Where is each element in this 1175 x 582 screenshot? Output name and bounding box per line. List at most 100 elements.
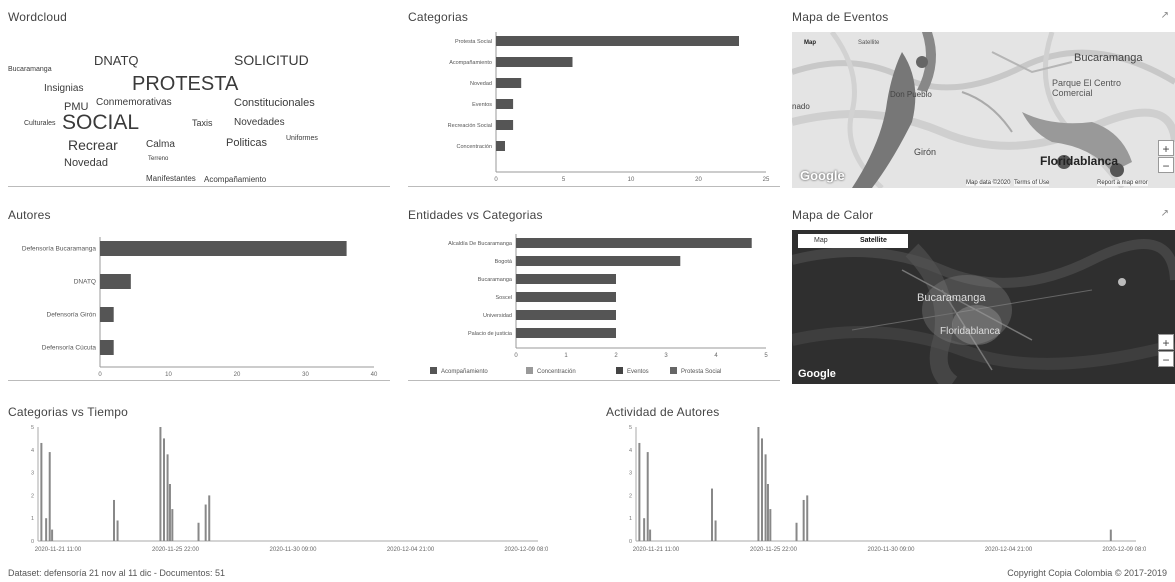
wordcloud-word[interactable]: Manifestantes — [146, 174, 196, 183]
satellite-type-button[interactable]: Satellite — [860, 237, 887, 244]
zoom-out-button[interactable]: − — [1158, 157, 1174, 173]
events-map[interactable]: Map Satellite Bucaramanga Parque El Cent… — [792, 32, 1175, 188]
wordcloud-word[interactable]: Constitucionales — [234, 97, 315, 109]
actividad-autores-chart: 0 1 2 3 4 5 2020-11-21 11:00 2020-11-25 22:00 20… — [629, 425, 1146, 553]
expand-icon[interactable]: ↗ — [1160, 208, 1169, 219]
divider — [408, 380, 780, 381]
time-bar[interactable] — [204, 504, 207, 541]
bar[interactable] — [516, 256, 681, 266]
bar[interactable] — [100, 340, 114, 355]
bar[interactable] — [100, 307, 114, 322]
terms-link[interactable]: Terms of Use — [1014, 180, 1050, 186]
bar[interactable] — [496, 36, 739, 46]
wordcloud-word[interactable]: Culturales — [24, 120, 56, 127]
wordcloud-word[interactable]: PROTESTA — [132, 73, 239, 95]
expand-icon[interactable]: ↗ — [1160, 10, 1169, 21]
time-bar[interactable] — [40, 442, 43, 541]
zoom-in-button[interactable]: + — [1158, 334, 1174, 350]
x-tick-label: 2020-12-04 21:00 — [387, 547, 435, 553]
wordcloud-word[interactable]: Calma — [146, 139, 175, 150]
time-bar[interactable] — [649, 529, 652, 541]
time-bar[interactable] — [48, 452, 51, 541]
x-tick-label: 5 — [764, 353, 768, 359]
time-bar[interactable] — [166, 454, 169, 541]
report-error-link[interactable]: Report a map error — [1097, 180, 1148, 186]
time-bar[interactable] — [711, 488, 713, 541]
time-bar[interactable] — [638, 442, 641, 541]
time-bar[interactable] — [714, 520, 717, 541]
bar[interactable] — [516, 310, 616, 320]
bar[interactable] — [516, 238, 752, 248]
bar[interactable] — [516, 274, 616, 284]
x-tick-label: 20 — [234, 372, 241, 378]
satellite-type-button[interactable]: Satellite — [858, 40, 880, 46]
wordcloud-word[interactable]: Novedad — [64, 157, 109, 169]
wordcloud-word[interactable]: Acompañamiento — [204, 175, 267, 184]
time-bar[interactable] — [113, 499, 115, 541]
categorias-tiempo-title: Categorias vs Tiempo — [8, 405, 129, 419]
legend-swatch — [616, 367, 623, 374]
zoom-out-button[interactable]: − — [1158, 351, 1174, 367]
bar[interactable] — [100, 274, 131, 289]
time-bar[interactable] — [116, 520, 119, 541]
time-bar[interactable] — [51, 529, 54, 541]
time-bar[interactable] — [646, 452, 649, 541]
time-bar[interactable] — [45, 518, 48, 541]
autores-chart: Defensoría Bucaramanga DNATQ Defensoría Gi… — [22, 237, 378, 378]
time-bar[interactable] — [168, 484, 171, 541]
time-bar[interactable] — [1109, 529, 1112, 541]
time-bar[interactable] — [806, 495, 809, 541]
time-bar[interactable] — [766, 484, 769, 541]
mapa-eventos-panel: Mapa de Eventos ↗ Map Satellite Bucarama… — [792, 10, 1175, 188]
time-bar[interactable] — [197, 522, 200, 541]
map-type-button[interactable]: Map — [814, 237, 828, 244]
wordcloud-word[interactable]: Novedades — [234, 117, 285, 128]
time-bar[interactable] — [171, 509, 174, 541]
wordcloud-word[interactable]: DNATQ — [94, 53, 139, 68]
time-bar[interactable] — [163, 438, 165, 541]
map-type-button[interactable]: Map — [804, 40, 816, 46]
divider — [8, 186, 390, 187]
time-bar[interactable] — [761, 438, 763, 541]
bar[interactable] — [496, 78, 522, 88]
category-label: Novedad — [470, 81, 492, 87]
wordcloud-word[interactable]: SOLICITUD — [234, 52, 309, 68]
wordcloud-word[interactable]: Taxis — [192, 118, 213, 128]
legend-swatch — [526, 367, 533, 374]
wordcloud-word[interactable]: PMU — [64, 101, 89, 113]
time-bar[interactable] — [802, 499, 805, 541]
zoom-in-button[interactable]: + — [1158, 140, 1174, 156]
wordcloud-word[interactable]: Recrear — [68, 137, 118, 153]
bar[interactable] — [100, 241, 347, 256]
wordcloud-word[interactable]: Politicas — [226, 137, 267, 149]
wordcloud-word[interactable]: SOCIAL — [62, 111, 140, 134]
bar[interactable] — [496, 57, 573, 67]
wordcloud-panel: Wordcloud Bucaramanga DNATQ SOLICITUD Insig… — [8, 10, 388, 188]
y-tick-label: 5 — [629, 425, 632, 431]
bar[interactable] — [516, 328, 616, 338]
heat-map[interactable]: Map Satellite Bucaramanga Floridablanca … — [792, 230, 1175, 384]
time-bar[interactable] — [643, 518, 646, 541]
wordcloud-word[interactable]: Conmemorativas — [96, 97, 172, 108]
wordcloud-word[interactable]: Insignias — [44, 83, 84, 94]
x-tick-label: 4 — [714, 353, 718, 359]
bar[interactable] — [496, 141, 505, 151]
x-tick-label: 3 — [664, 353, 668, 359]
wordcloud-word[interactable]: Bucaramanga — [8, 66, 52, 73]
x-tick-label: 10 — [165, 372, 172, 378]
categorias-title: Categorias — [408, 10, 469, 24]
wordcloud-word[interactable]: Terreno — [148, 156, 169, 162]
wordcloud-word[interactable]: Uniformes — [286, 135, 318, 142]
bar[interactable] — [496, 120, 514, 130]
time-bar[interactable] — [769, 509, 772, 541]
time-bar[interactable] — [795, 522, 798, 541]
entidades-panel: Entidades vs Categorias Alcaldía De Buca… — [408, 208, 780, 380]
time-bar[interactable] — [159, 427, 162, 541]
heat-map-terrain — [792, 230, 1175, 384]
time-bar[interactable] — [757, 427, 760, 541]
bar[interactable] — [496, 99, 514, 109]
time-bar[interactable] — [764, 454, 767, 541]
x-tick-label: 40 — [371, 372, 378, 378]
time-bar[interactable] — [208, 495, 211, 541]
bar[interactable] — [516, 292, 616, 302]
